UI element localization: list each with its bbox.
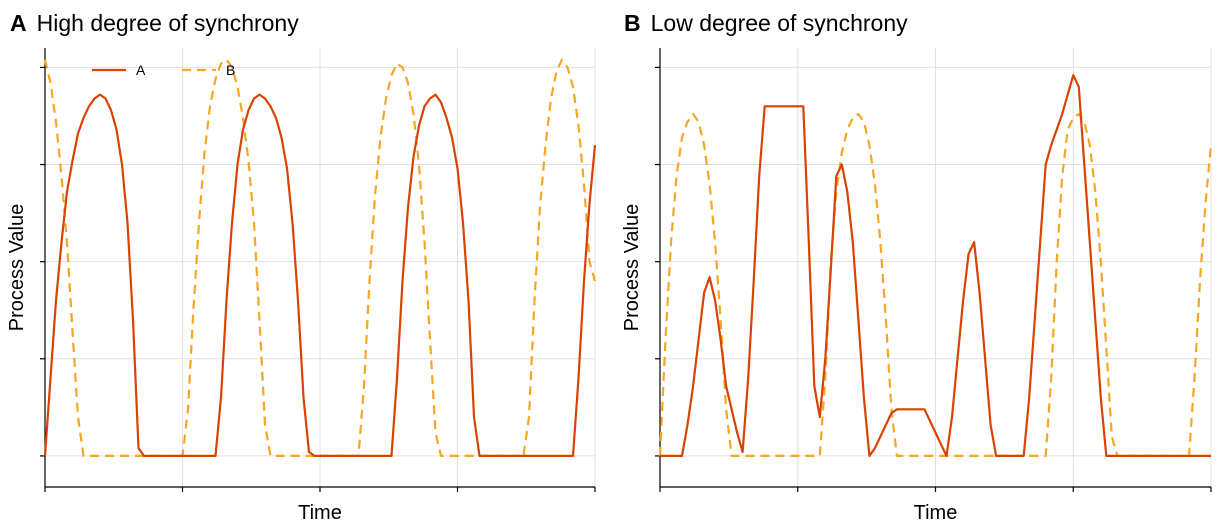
y-axis-title: Process Value	[621, 204, 643, 331]
panel-a-letter: A	[10, 10, 27, 36]
panel-b-title: Low degree of synchrony	[650, 10, 908, 36]
panel-b-letter: B	[624, 10, 641, 36]
panel-b: B Low degree of synchrony Time Process Val…	[614, 0, 1228, 527]
panel-b-chart: Time Process Value	[621, 48, 1213, 524]
y-axis-title: Process Value	[6, 204, 28, 331]
series-a-line	[660, 74, 1211, 457]
legend-label-a: A	[136, 62, 146, 78]
series-a-line	[43, 93, 597, 457]
panel-a: A High degree of synchrony Time Process Va…	[6, 10, 597, 524]
x-axis-title: Time	[914, 502, 958, 524]
panel-b-header: B Low degree of synchrony	[624, 10, 908, 37]
grid	[44, 48, 596, 487]
panel-a-header: A High degree of synchrony	[10, 10, 299, 37]
legend-label-b: B	[226, 62, 235, 78]
grid	[659, 48, 1212, 487]
panel-a-title: High degree of synchrony	[36, 10, 299, 36]
x-axis-title: Time	[298, 502, 342, 524]
